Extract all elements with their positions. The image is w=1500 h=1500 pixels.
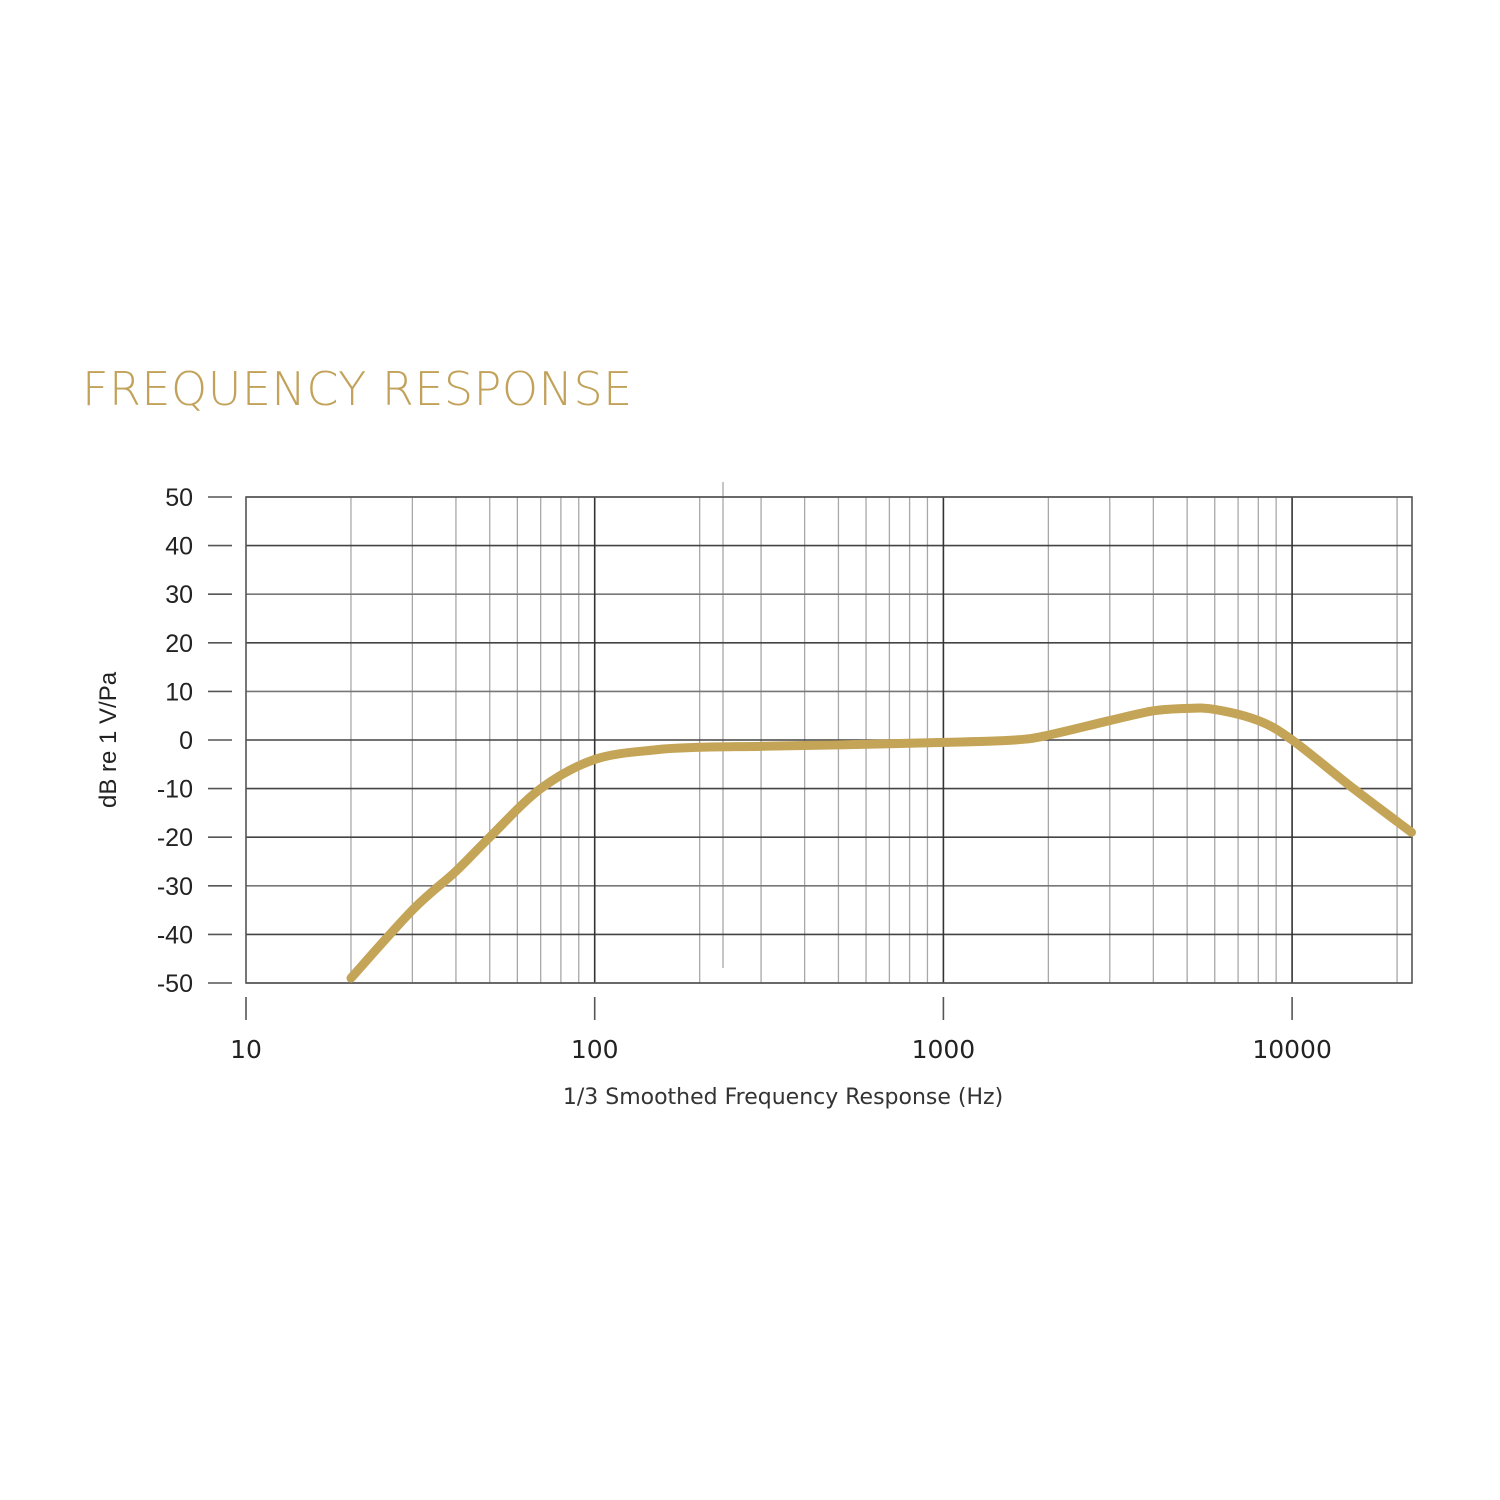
major-gridlines <box>245 496 1413 984</box>
x-axis: 10 100 1000 10000 <box>230 997 1332 1064</box>
y-tick-label: 40 <box>165 533 193 561</box>
y-tick-label: -20 <box>157 824 193 852</box>
y-tick-label: 30 <box>165 581 193 609</box>
x-tick-label: 10 <box>230 1035 262 1064</box>
y-axis-label: dB re 1 V/Pa <box>95 671 122 808</box>
y-tick-label: -50 <box>157 970 193 998</box>
y-tick-label: 10 <box>165 678 193 706</box>
y-tick-label: -40 <box>157 921 193 949</box>
y-tick-label: 50 <box>165 484 193 512</box>
response-curve <box>346 703 1416 983</box>
y-tick-label: -10 <box>157 776 193 804</box>
minor-gridlines <box>350 482 1398 983</box>
y-tick-label: -30 <box>157 873 193 901</box>
x-tick-label: 1000 <box>912 1035 976 1064</box>
chart-title: FREQUENCY RESPONSE <box>82 362 633 416</box>
y-tick-label: 20 <box>165 630 193 658</box>
x-tick-label: 10000 <box>1252 1035 1332 1064</box>
x-axis-label: 1/3 Smoothed Frequency Response (Hz) <box>563 1085 1003 1110</box>
x-tick-label: 100 <box>571 1035 619 1064</box>
y-tick-label: 0 <box>179 727 193 755</box>
y-axis: 50 40 30 20 10 0 -10 -20 -30 -40 -50 <box>157 484 232 998</box>
